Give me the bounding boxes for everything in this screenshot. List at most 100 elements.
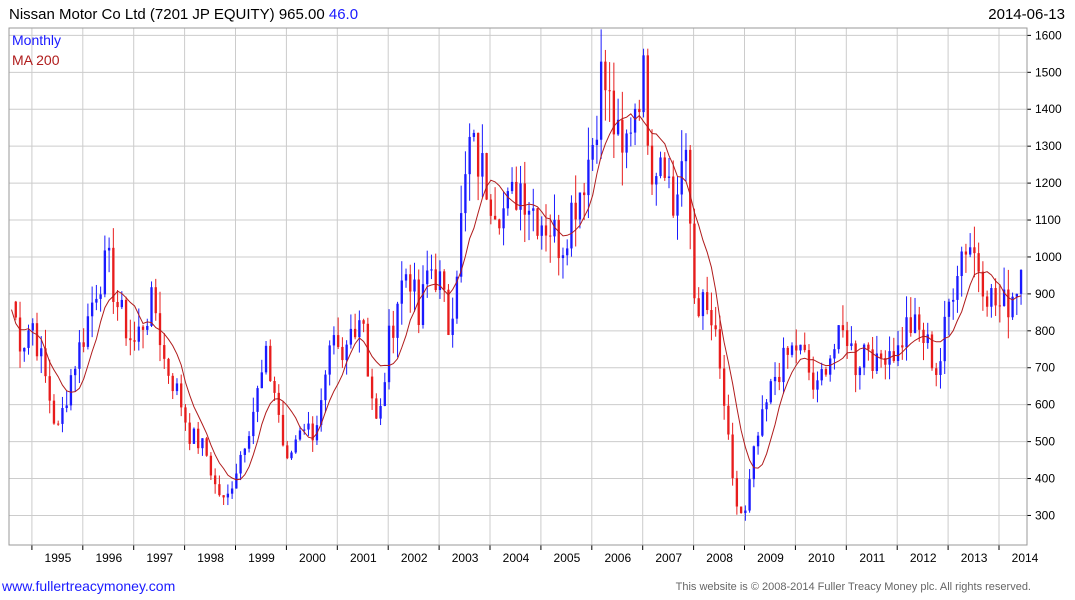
candle-body	[820, 369, 823, 381]
candle-body	[69, 375, 73, 406]
candle-body	[184, 407, 187, 423]
y-tick-label: 300	[1035, 508, 1055, 522]
candle-body	[426, 270, 429, 285]
candle-body	[197, 428, 200, 449]
candle-body	[977, 253, 980, 272]
candle-body	[578, 192, 582, 220]
candle-body	[952, 299, 955, 302]
candle-body	[973, 247, 976, 254]
candle-body	[782, 347, 785, 383]
candle-body	[201, 438, 204, 449]
candle-body	[697, 298, 700, 317]
candle-body	[303, 429, 306, 431]
chart-title: Nissan Motor Co Ltd (7201 JP EQUITY) 965…	[9, 6, 358, 23]
legend-entry: Monthly	[12, 32, 61, 48]
candle-body	[472, 132, 476, 137]
x-tick-label: 1996	[95, 551, 122, 565]
candle-body	[345, 344, 348, 361]
candle-body	[756, 435, 760, 447]
website-link[interactable]: www.fullertreacymoney.com	[2, 578, 176, 594]
candle-body	[994, 288, 997, 306]
y-tick-label: 700	[1035, 361, 1055, 375]
candle-body	[790, 345, 794, 355]
candle-body	[621, 119, 624, 153]
candle-body	[659, 157, 662, 177]
candle-body	[311, 423, 314, 441]
candle-body	[718, 329, 722, 369]
legend-entry: MA 200	[12, 52, 60, 68]
chart-date: 2014-06-13	[988, 6, 1065, 23]
candle-body	[672, 176, 675, 216]
candle-body	[714, 325, 717, 330]
candle-body	[845, 330, 849, 347]
candle-body	[370, 376, 374, 399]
candle-body	[549, 235, 552, 237]
candle-body	[366, 323, 370, 377]
candle-body	[476, 132, 480, 177]
candle-body	[502, 208, 505, 229]
candle-body	[943, 316, 946, 362]
candle-body	[459, 213, 463, 277]
candle-body	[795, 345, 798, 351]
candle-body	[141, 326, 145, 330]
candle-body	[443, 271, 446, 290]
candle-body	[451, 318, 454, 335]
candle-body	[964, 251, 968, 255]
x-tick-label: 2013	[961, 551, 988, 565]
candle-body	[129, 338, 132, 341]
candle-body	[1011, 296, 1014, 318]
candle-body	[739, 506, 743, 514]
candle-body	[646, 55, 649, 146]
y-tick-label: 1400	[1035, 102, 1062, 116]
candle-body	[595, 139, 599, 145]
candle-body	[175, 383, 179, 392]
y-tick-label: 1100	[1035, 213, 1061, 227]
candle-body	[532, 208, 535, 211]
candle-body	[383, 382, 386, 406]
candle-body	[379, 405, 382, 419]
x-tick-label: 1997	[146, 551, 173, 565]
candle-body	[413, 279, 416, 292]
candle-body	[557, 219, 560, 259]
candle-body	[438, 271, 442, 291]
candle-body	[905, 317, 908, 348]
candle-body	[320, 400, 323, 426]
candle-body	[65, 405, 68, 409]
candle-body	[527, 210, 531, 215]
candle-body	[273, 381, 276, 393]
candle-body	[968, 247, 972, 255]
candle-body	[871, 349, 874, 371]
candle-body	[604, 61, 607, 91]
candle-body	[205, 438, 208, 456]
candle-body	[722, 368, 726, 406]
x-tick-label: 2001	[350, 551, 377, 565]
candle-body	[909, 317, 912, 333]
candle-body	[44, 348, 47, 377]
candle-body	[570, 202, 573, 249]
x-tick-label: 2009	[757, 551, 784, 565]
candle-body	[587, 159, 590, 196]
candle-body	[40, 348, 43, 357]
candle-body	[307, 423, 310, 430]
candle-body	[23, 347, 26, 352]
candle-body	[133, 340, 136, 342]
candle-body	[256, 388, 259, 412]
candle-body	[854, 343, 857, 376]
candle-body	[124, 299, 128, 339]
candle-body	[1002, 289, 1006, 307]
candle-body	[807, 350, 811, 373]
candle-body	[773, 376, 777, 382]
candle-body	[464, 174, 467, 214]
x-tick-label: 1995	[45, 551, 72, 565]
candle-body	[896, 345, 900, 361]
candle-body	[188, 422, 191, 444]
candle-body	[761, 409, 764, 436]
y-tick-label: 400	[1035, 472, 1055, 486]
candle-body	[294, 439, 297, 453]
candle-body	[409, 274, 412, 292]
candle-body	[998, 305, 1002, 307]
candle-body	[116, 301, 119, 308]
candle-body	[655, 176, 658, 185]
candle-body	[990, 288, 993, 307]
y-tick-label: 500	[1035, 435, 1055, 449]
